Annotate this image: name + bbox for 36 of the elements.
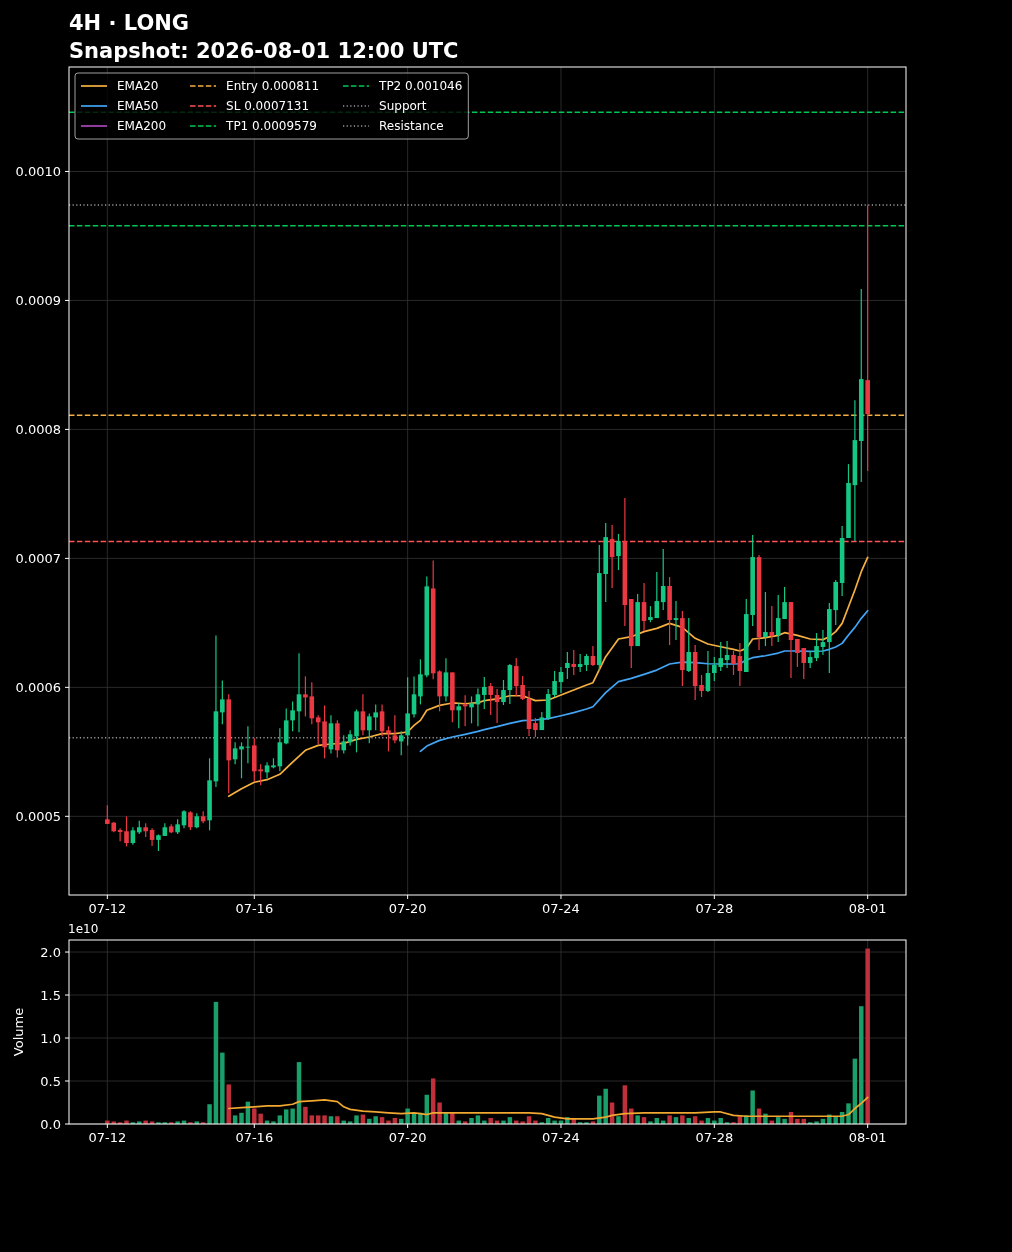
chart-title: 4H · LONG bbox=[69, 11, 190, 35]
legend-label: Support bbox=[379, 99, 427, 114]
x-tick-label: 07-28 bbox=[695, 1130, 734, 1145]
y-tick-label: 1.0 bbox=[40, 1030, 61, 1046]
y-axis-title: Volume bbox=[11, 1007, 26, 1057]
y-tick-label: 1.5 bbox=[40, 987, 61, 1003]
y-tick-label: 0.0005 bbox=[15, 808, 61, 824]
x-tick-label: 07-12 bbox=[88, 901, 127, 916]
legend-label: EMA20 bbox=[117, 79, 159, 94]
legend-label: Entry 0.000811 bbox=[226, 79, 320, 94]
legend-label: TP1 0.0009579 bbox=[225, 119, 317, 134]
chart-subtitle: Snapshot: 2026-08-01 12:00 UTC bbox=[69, 39, 459, 63]
x-tick-label: 08-01 bbox=[848, 1130, 887, 1145]
y-tick-label: 0.0006 bbox=[15, 679, 61, 695]
legend-label: Resistance bbox=[379, 119, 444, 134]
y-tick-label: 2.0 bbox=[40, 944, 61, 960]
x-tick-label: 07-20 bbox=[388, 901, 427, 916]
y-tick-label: 0.0008 bbox=[15, 421, 61, 437]
y-tick-label: 0.5 bbox=[40, 1073, 61, 1089]
y-tick-label: 0.0010 bbox=[15, 164, 61, 180]
y-tick-label: 0.0009 bbox=[15, 292, 61, 308]
x-tick-label: 07-16 bbox=[235, 1130, 274, 1145]
legend-label: EMA50 bbox=[117, 99, 159, 114]
legend-label: EMA200 bbox=[117, 119, 167, 134]
y-tick-label: 0.0007 bbox=[15, 550, 61, 566]
x-tick-label: 07-24 bbox=[542, 1130, 580, 1145]
legend-label: SL 0.0007131 bbox=[226, 99, 310, 114]
legend-label: TP2 0.001046 bbox=[378, 79, 463, 94]
x-tick-label: 08-01 bbox=[848, 901, 887, 916]
x-tick-label: 07-16 bbox=[235, 901, 274, 916]
x-tick-label: 07-24 bbox=[542, 901, 580, 916]
x-tick-label: 07-20 bbox=[388, 1130, 427, 1145]
x-tick-label: 07-28 bbox=[695, 901, 734, 916]
x-tick-label: 07-12 bbox=[88, 1130, 127, 1145]
y-tick-label: 0.0 bbox=[40, 1116, 61, 1132]
text: 1e10 bbox=[68, 922, 99, 936]
